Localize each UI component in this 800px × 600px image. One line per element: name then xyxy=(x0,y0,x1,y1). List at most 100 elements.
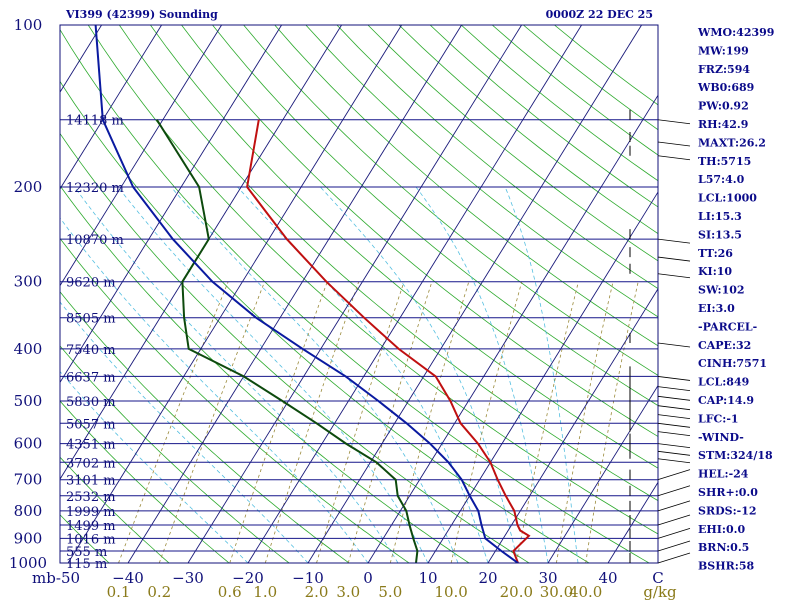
pressure-label-700: 700 xyxy=(14,471,43,489)
height-label: 115 m xyxy=(66,557,107,572)
temperature-label: 40 xyxy=(598,569,617,587)
moist-adiabat-35 xyxy=(504,186,579,563)
isotherms xyxy=(60,25,658,563)
height-label: 7540 m xyxy=(66,343,116,358)
moist-adiabat-25 xyxy=(320,186,519,563)
index-entry: MAXT:26.2 xyxy=(698,136,766,149)
mixing-ratio-line-2.0 xyxy=(316,281,405,563)
index-entry: PW:0.92 xyxy=(698,100,749,113)
index-entry: LI:15.3 xyxy=(698,210,742,223)
index-entry: STM:324/18 xyxy=(698,449,773,462)
wind-barb-icon xyxy=(629,514,691,526)
pressure-label-1000: 1000 xyxy=(9,554,47,572)
wind-barb-icon xyxy=(629,332,691,348)
mixing-ratio-tick-labels: 0.1 0.2 0.6 1.0 2.0 3.0 5.0 10.0 20.0 30.040.0 g/k… xyxy=(107,583,677,600)
plot-frame xyxy=(59,24,659,564)
index-entry: BRN:0.5 xyxy=(698,541,749,554)
mixing-ratio-label: 30.0 xyxy=(540,583,573,600)
temperature-label: −40 xyxy=(112,569,144,587)
series-dewpoint-line xyxy=(155,119,419,563)
temperature-label: −10 xyxy=(292,569,324,587)
height-label: 1499 m xyxy=(66,519,116,534)
mixing-ratio-line-10.0 xyxy=(450,281,523,563)
wind-barb-icon xyxy=(629,247,691,262)
index-entry: TH:5715 xyxy=(698,155,751,168)
isotherm--30 xyxy=(187,25,522,563)
isotherm--50 xyxy=(67,25,402,563)
chart-time: 0000Z 22 DEC 25 xyxy=(546,8,653,21)
wind-barb-staff xyxy=(657,540,691,552)
wind-barb-staff xyxy=(657,485,691,497)
isotherm-30 xyxy=(547,384,658,563)
mixing-ratio-line-1.0 xyxy=(264,281,360,563)
mixing-ratio-unit-label: g/kg xyxy=(643,583,677,600)
pressure-label-300: 300 xyxy=(14,273,43,291)
wind-barb-staff xyxy=(657,443,691,449)
pressure-unit-label: mb xyxy=(32,569,56,587)
mixing-ratio-label: 3.0 xyxy=(336,583,360,600)
isotherm-0 xyxy=(367,94,658,563)
pressure-tick-labels: 100 200 300 400 500 600 700 800 900 1000 xyxy=(9,16,47,572)
wind-barb-staff xyxy=(657,155,691,161)
mixing-ratio-label: 0.1 xyxy=(107,583,131,600)
index-entry: HEL:-24 xyxy=(698,468,749,481)
mixing-ratio-label: 0.2 xyxy=(147,583,171,600)
wind-barb-icon xyxy=(629,500,691,512)
wind-barb-staff xyxy=(657,405,691,411)
mixing-ratio-label: 20.0 xyxy=(500,583,533,600)
index-entry: LCL:1000 xyxy=(698,192,757,205)
isotherm--90 xyxy=(60,25,162,190)
index-entry: -WIND- xyxy=(698,431,744,444)
wind-barb-icon xyxy=(629,528,691,539)
height-labels: 14118 m 12320 m 10870 m 9620 m 8505 m 7540 m 6… xyxy=(66,114,124,572)
index-entry: CINH:7571 xyxy=(698,357,767,370)
temperature-label: -50 xyxy=(56,569,80,587)
isotherm--20 xyxy=(247,25,582,563)
wind-barb-icon xyxy=(629,109,691,125)
index-entry: SI:13.5 xyxy=(698,228,742,241)
height-label: 14118 m xyxy=(66,114,124,129)
profile-lines xyxy=(94,25,531,563)
series-parcel-line xyxy=(94,25,519,563)
dry-adiabats xyxy=(60,25,658,563)
chart-title: VI399 (42399) Sounding xyxy=(65,8,218,21)
moist-adiabat-20 xyxy=(237,186,489,563)
isotherm--70 xyxy=(60,25,282,384)
mixing-ratio-label: 5.0 xyxy=(378,583,402,600)
series-temperature-line xyxy=(246,119,531,563)
index-entry: WMO:42399 xyxy=(697,26,774,39)
moist-adiabat-30 xyxy=(415,186,549,563)
mixing-ratio-line-3.0 xyxy=(347,281,433,563)
height-label: 3702 m xyxy=(66,456,116,471)
wind-barb-icon xyxy=(629,469,691,481)
isobars xyxy=(60,25,658,563)
wind-barb-icon xyxy=(629,540,691,552)
moist-adiabat--10 xyxy=(60,301,309,563)
index-entry: EHI:0.0 xyxy=(698,523,745,536)
wind-barb-staff xyxy=(657,395,691,401)
dry-adiabat-470 xyxy=(523,25,658,131)
dry-adiabat-320 xyxy=(60,28,650,563)
pressure-label-100: 100 xyxy=(14,16,43,34)
wind-barb-staff xyxy=(657,500,691,512)
wind-barb-icon xyxy=(629,485,691,497)
index-entry: BSHR:58 xyxy=(698,560,754,573)
wind-barb-icon xyxy=(629,263,691,279)
wind-barb-icon xyxy=(629,413,691,428)
temperature-label: 30 xyxy=(538,569,557,587)
wind-barb-staff xyxy=(657,422,691,428)
wind-barb-icon xyxy=(629,132,691,147)
wind-barb-icon xyxy=(629,404,691,420)
wind-barb-staff xyxy=(657,256,691,262)
height-label: 8505 m xyxy=(66,312,116,327)
pressure-label-600: 600 xyxy=(14,435,43,453)
isotherm--40 xyxy=(127,25,462,563)
height-label: 1999 m xyxy=(66,505,116,520)
pressure-label-500: 500 xyxy=(14,392,43,410)
index-entry: SRDS:-12 xyxy=(698,504,757,517)
wind-barb-icon xyxy=(629,229,691,244)
height-label: 9620 m xyxy=(66,276,116,291)
wind-barb-staff xyxy=(657,119,691,125)
index-entry: KI:10 xyxy=(698,265,732,278)
pressure-label-200: 200 xyxy=(14,178,43,196)
